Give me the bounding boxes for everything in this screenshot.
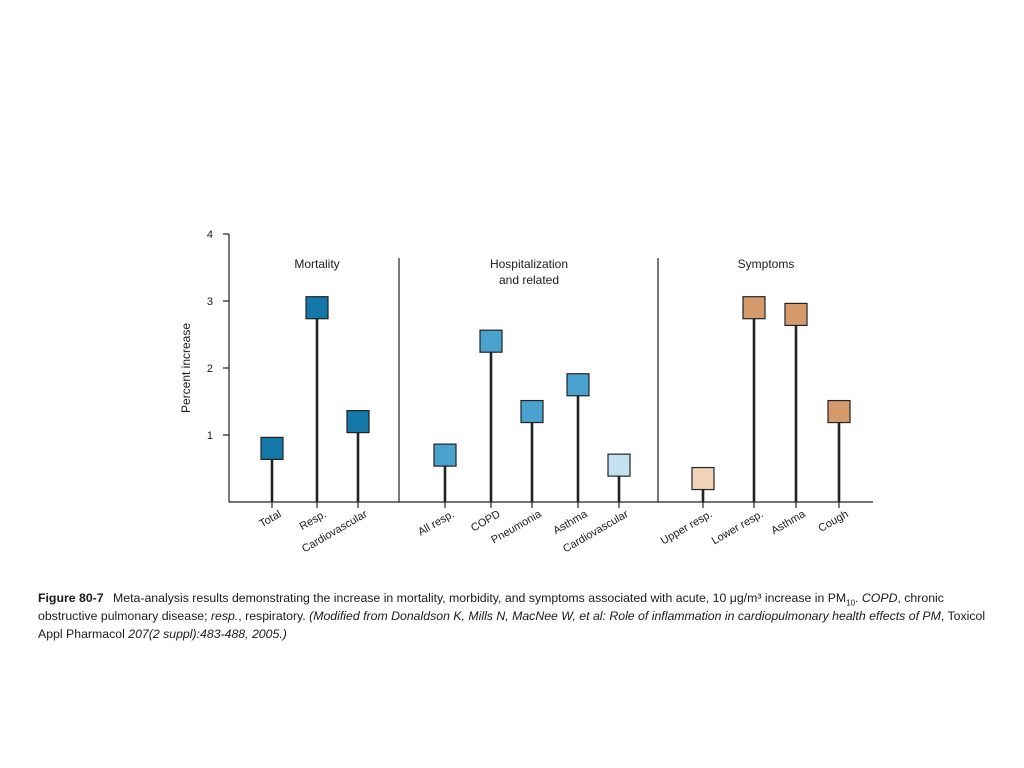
caption-text-2: . [855, 591, 862, 605]
lollipop-marker [346, 410, 370, 434]
panel-title: and related [499, 273, 559, 287]
lollipop-marker [520, 399, 544, 424]
lollipop-chart: 1 2 3 4 Percent increase Mortality Total Resp. C… [179, 229, 873, 555]
category-label: Total [257, 508, 283, 530]
chart-marks [260, 296, 851, 502]
category-label: Upper resp. [659, 508, 715, 547]
lollipop-marker [691, 466, 715, 491]
category-label: All resp. [416, 508, 456, 538]
caption-abbrev-resp: resp. [210, 609, 239, 623]
category-label: Resp. [298, 508, 329, 533]
category-label: Cough [816, 508, 850, 535]
lollipop-marker [305, 296, 329, 320]
lollipop-marker [260, 436, 284, 460]
lollipop-marker [433, 443, 457, 467]
lollipop-marker [566, 373, 590, 397]
panel-title: Symptoms [738, 257, 795, 271]
caption-abbrev-copd: COPD [861, 591, 898, 605]
category-label: Lower resp. [710, 508, 766, 547]
y-tick-label: 3 [207, 296, 213, 308]
caption-citation-2: 207(2 suppl):483-488, 2005.) [128, 627, 287, 641]
y-tick-label: 2 [207, 363, 213, 375]
lollipop-marker [827, 399, 851, 424]
lollipop-marker [479, 329, 503, 353]
caption-citation-1: (Modified from Donaldson K, Mills N, Mac… [309, 609, 941, 623]
panel-title: Mortality [294, 257, 339, 271]
chart-labels: 1 2 3 4 Percent increase Mortality Total Resp. C… [179, 229, 851, 555]
chart-axes [223, 233, 873, 508]
lollipop-marker [607, 453, 631, 477]
y-tick-label: 4 [207, 229, 213, 241]
lollipop-marker [784, 302, 808, 326]
lollipop-marker [742, 296, 766, 320]
panel-title: Hospitalization [490, 257, 568, 271]
y-tick-label: 1 [207, 430, 213, 442]
y-axis-title: Percent increase [179, 323, 193, 413]
caption-subscript: 10 [846, 598, 856, 608]
figure-number: Figure 80-7 [38, 591, 104, 605]
caption-text-3: , chronic obstructive pulmonary disease; [38, 591, 944, 623]
caption-journal: , Toxicol Appl Pharmacol [38, 609, 986, 641]
caption-text-4: , respiratory. [238, 609, 310, 623]
caption-text-1: Meta-analysis results demonstrating the … [113, 591, 847, 605]
category-label: Asthma [769, 508, 808, 537]
figure-caption: Figure 80-7 Meta-analysis results demons… [38, 589, 993, 643]
